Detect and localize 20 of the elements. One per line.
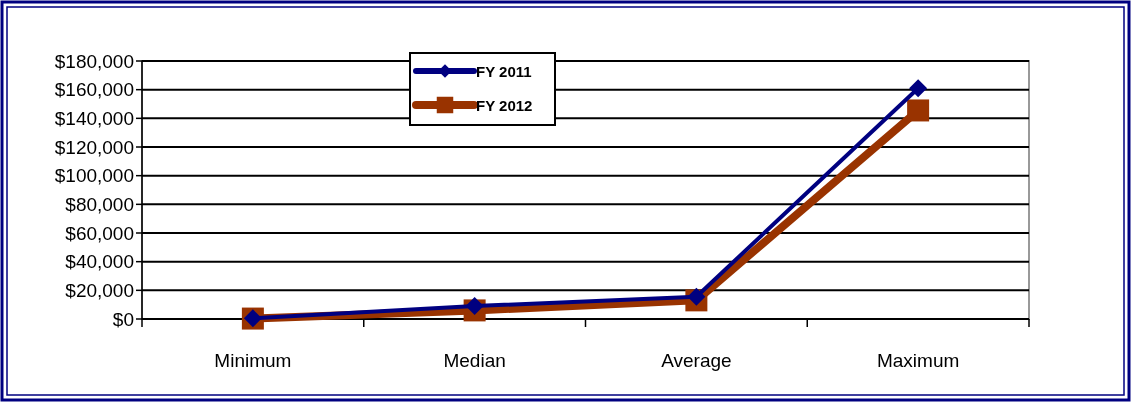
legend-label: FY 2012 [476, 97, 533, 114]
point [909, 79, 928, 98]
x-tick-label: Average [661, 350, 732, 371]
x-tick-label: Minimum [214, 350, 292, 371]
x-tick-label: Maximum [876, 350, 960, 371]
y-tick-label: $160,000 [54, 79, 134, 101]
y-tick-label: $140,000 [54, 107, 134, 129]
y-tick-label: $40,000 [65, 251, 134, 273]
y-tick-label: $60,000 [65, 222, 134, 244]
y-tick-label: $100,000 [54, 165, 134, 187]
point [687, 287, 706, 306]
point [907, 99, 930, 122]
y-tick-label: $80,000 [65, 193, 134, 215]
y-tick-label: $120,000 [54, 136, 134, 158]
point [465, 297, 484, 316]
y-tick-label: $0 [112, 308, 134, 330]
y-tick-label: $20,000 [65, 279, 134, 301]
legend-label: FY 2011 [476, 63, 532, 80]
y-tick-label: $180,000 [54, 50, 134, 72]
x-tick-label: Median [443, 350, 506, 371]
